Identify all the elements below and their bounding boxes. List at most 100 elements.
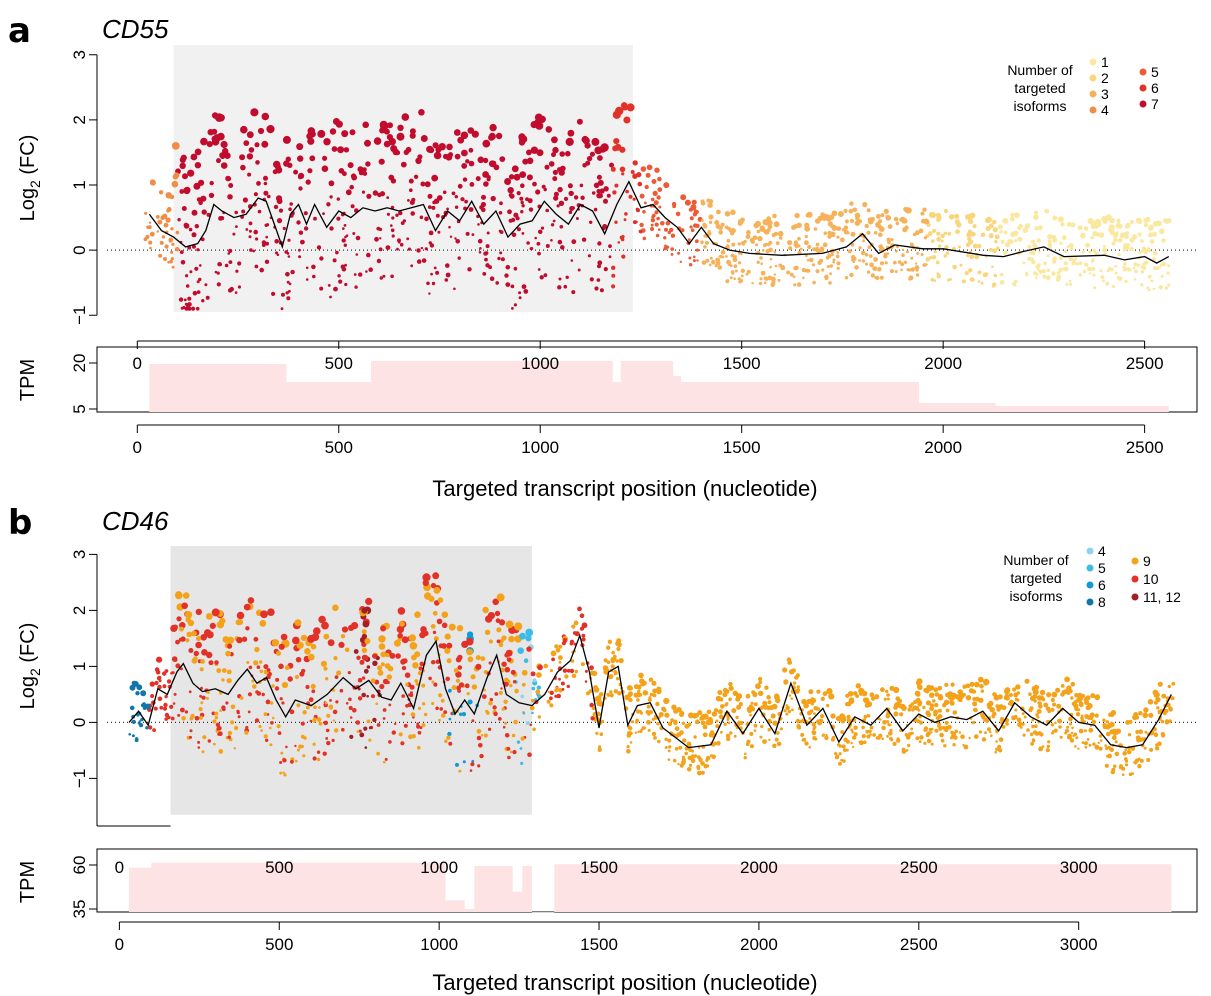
data-point: [168, 238, 173, 243]
data-point: [809, 709, 814, 713]
data-point: [728, 697, 732, 702]
data-point: [358, 729, 362, 733]
data-point: [1099, 269, 1103, 273]
data-point: [221, 707, 226, 712]
data-point: [521, 669, 528, 676]
data-point: [362, 654, 369, 661]
data-point: [766, 695, 771, 700]
data-point: [553, 191, 559, 197]
data-point: [717, 709, 723, 715]
data-point: [943, 744, 947, 748]
data-point: [362, 620, 370, 628]
data-point: [220, 140, 228, 149]
data-point: [214, 711, 219, 716]
legend-swatch: [1089, 58, 1097, 66]
data-point: [653, 200, 659, 206]
data-point: [708, 263, 712, 267]
data-point: [391, 216, 395, 220]
data-point: [277, 731, 282, 735]
data-point: [759, 226, 766, 232]
data-point: [288, 207, 292, 211]
data-point: [1071, 701, 1077, 707]
data-point: [191, 630, 197, 637]
data-point: [1113, 237, 1118, 243]
data-point: [536, 241, 541, 246]
data-point: [274, 686, 280, 691]
data-point: [980, 689, 985, 693]
data-point: [994, 240, 998, 244]
data-point: [207, 129, 214, 136]
tpm-y-tick-label: 20: [70, 354, 89, 373]
data-point: [316, 717, 322, 722]
data-point: [509, 683, 513, 688]
data-point: [610, 664, 615, 669]
data-point: [994, 234, 1000, 240]
data-point: [552, 176, 558, 182]
data-point: [471, 684, 478, 690]
data-point: [651, 215, 655, 219]
data-point: [885, 713, 891, 719]
data-point: [281, 681, 288, 689]
data-point: [1114, 264, 1118, 268]
data-point: [819, 258, 824, 263]
data-point: [253, 660, 259, 666]
data-point: [1046, 692, 1052, 698]
data-point: [606, 193, 611, 198]
data-point: [830, 232, 836, 238]
data-point: [402, 219, 406, 223]
data-point: [1152, 231, 1157, 237]
data-point: [1094, 744, 1099, 749]
data-point: [1140, 283, 1144, 287]
data-point: [220, 153, 226, 159]
data-point: [157, 219, 163, 225]
data-point: [1164, 719, 1170, 724]
data-point: [217, 132, 225, 141]
data-point: [874, 694, 880, 700]
data-point: [169, 704, 174, 710]
data-point: [468, 147, 474, 153]
data-point: [794, 212, 800, 219]
data-point: [166, 679, 172, 684]
data-point: [395, 653, 401, 659]
data-point: [512, 680, 517, 684]
data-point: [275, 251, 278, 255]
data-point: [252, 249, 256, 253]
data-point: [530, 121, 538, 129]
data-point: [453, 129, 461, 136]
data-point: [432, 142, 439, 149]
data-point: [694, 712, 700, 718]
data-point: [1078, 702, 1084, 708]
data-point: [1038, 701, 1042, 705]
data-point: [842, 759, 846, 763]
data-point: [182, 592, 190, 599]
data-point: [572, 631, 577, 635]
data-point: [484, 257, 488, 262]
data-point: [332, 604, 339, 612]
data-point: [455, 239, 461, 244]
data-point: [348, 705, 353, 711]
data-point: [1069, 738, 1075, 743]
data-point: [922, 705, 926, 710]
data-point: [1124, 763, 1129, 767]
data-point: [507, 187, 514, 194]
data-point: [456, 685, 461, 691]
data-point: [1143, 222, 1149, 228]
data-point: [421, 723, 426, 728]
data-point: [283, 160, 290, 167]
data-point: [637, 730, 640, 734]
data-point: [965, 242, 971, 248]
data-point: [552, 219, 556, 223]
data-point: [615, 659, 619, 663]
data-point: [504, 652, 510, 658]
data-point: [640, 728, 644, 731]
tpm-x-tick-label: 0: [115, 858, 124, 877]
data-point: [819, 246, 825, 252]
data-point: [399, 621, 405, 627]
data-point: [855, 683, 861, 689]
data-point: [494, 692, 499, 696]
y-axis-label: Log2 (FC): [17, 623, 43, 710]
data-point: [656, 690, 661, 695]
data-point: [351, 174, 358, 181]
legend-title-line: Number of: [1007, 62, 1072, 78]
data-point: [488, 700, 493, 706]
